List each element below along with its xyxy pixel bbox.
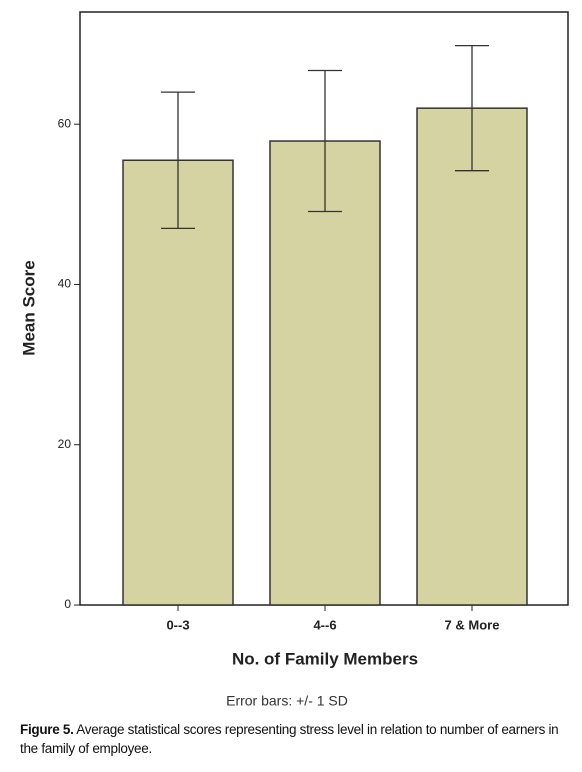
y-axis-title: Mean Score	[19, 260, 38, 355]
y-tick-label: 0	[64, 597, 71, 611]
y-tick-label: 20	[58, 437, 72, 451]
x-tick-label: 7 & More	[445, 617, 500, 632]
x-tick-label: 0--3	[166, 617, 189, 632]
figure-caption: Figure 5. Average statistical scores rep…	[20, 720, 576, 758]
bar	[416, 107, 528, 606]
x-axis-title: No. of Family Members	[232, 649, 418, 668]
y-tick-label: 60	[58, 116, 72, 130]
bar	[269, 140, 381, 606]
caption-text: Average statistical scores representing …	[20, 722, 559, 756]
x-tick-label: 4--6	[313, 617, 336, 632]
error-bar-note: Error bars: +/- 1 SD	[226, 693, 348, 709]
y-tick-label: 40	[58, 277, 72, 291]
chart: Mean Score No. of Family Members Error b…	[19, 11, 569, 709]
bar	[122, 159, 234, 606]
caption-label: Figure 5.	[20, 722, 74, 737]
